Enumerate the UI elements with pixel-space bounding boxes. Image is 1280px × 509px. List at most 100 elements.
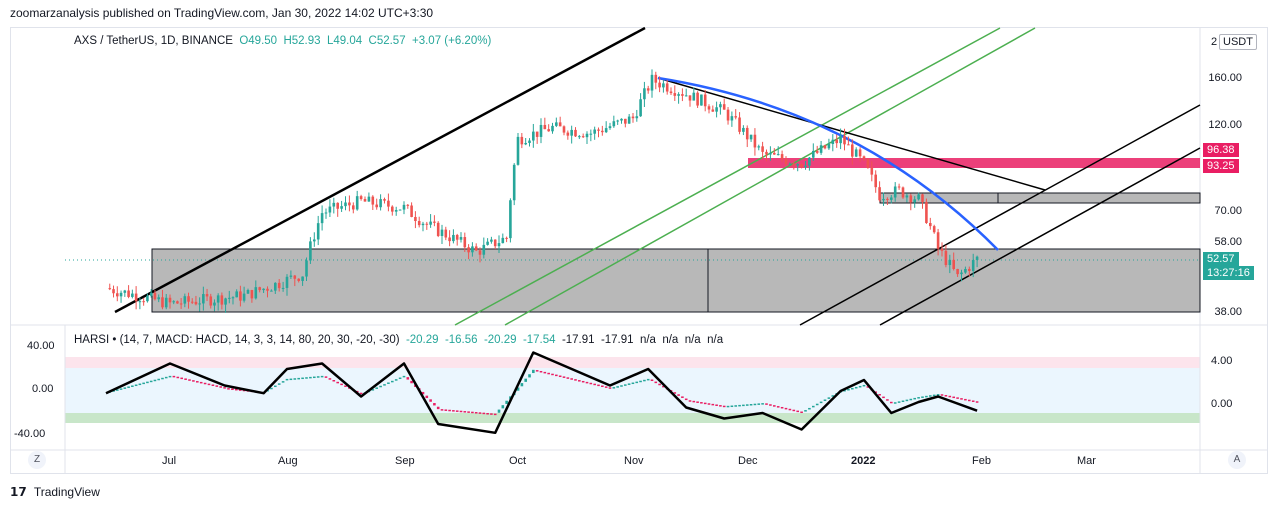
candle-body	[968, 268, 971, 271]
candle-body	[769, 152, 772, 155]
price-tick-160: 160.00	[1208, 72, 1242, 84]
candle-body	[516, 136, 520, 165]
harsi-bar	[757, 403, 761, 405]
candle-body	[773, 152, 776, 155]
candle-body	[213, 302, 216, 306]
harsi-bar	[730, 405, 734, 408]
candle-body	[932, 226, 936, 233]
candle-body	[153, 292, 157, 300]
harsi-bar	[410, 380, 413, 384]
candle-body	[808, 157, 811, 166]
harsi-bar	[551, 373, 554, 376]
symbol-legend: AXS / TetherUS, 1D, BINANCE O49.50 H52.9…	[74, 35, 491, 47]
harsi-bar	[127, 386, 130, 388]
indicator-name: HARSI	[74, 334, 110, 346]
time-tick-2022: 2022	[851, 455, 876, 467]
harsi-bar	[851, 387, 854, 390]
candle-body	[562, 126, 566, 133]
candle-body	[874, 174, 877, 188]
time-tick-oct: Oct	[509, 455, 527, 467]
harsi-bar	[707, 403, 711, 405]
harsi-bar	[960, 398, 963, 400]
candle-body	[745, 127, 749, 140]
candle-body	[925, 201, 928, 223]
harsi-bar	[223, 387, 226, 389]
candle-body	[866, 159, 870, 168]
candle-body	[281, 287, 285, 289]
harsi-bar	[738, 404, 741, 407]
candle-body	[227, 297, 231, 299]
candle-body	[650, 74, 654, 91]
harsi-bar	[677, 394, 680, 396]
candle-body	[266, 288, 269, 291]
candle-body	[597, 129, 600, 131]
harsi-bar	[119, 388, 123, 390]
currency-selector[interactable]: USDT	[1219, 34, 1257, 50]
candle-body	[956, 268, 959, 275]
candle-body	[574, 129, 577, 137]
candle-body	[578, 136, 581, 138]
harsi-bar	[153, 379, 157, 382]
harsi-bar	[936, 394, 940, 396]
harsi-bar	[574, 379, 577, 381]
candle-body	[379, 199, 382, 208]
chart-frame[interactable]	[10, 27, 1268, 474]
candle-body	[627, 116, 631, 124]
harsi-bar	[792, 409, 796, 412]
harsi-bar	[882, 396, 885, 399]
candle-body	[878, 187, 881, 201]
candle-body	[444, 229, 448, 238]
candle-body	[348, 202, 351, 206]
candle-body	[313, 239, 316, 242]
harsi-bar	[227, 388, 230, 390]
indicator-params: (14, 7, MACD: HACD, 14, 3, 3, 14, 80, 20…	[119, 334, 400, 346]
auto-scale-button[interactable]: A	[1228, 451, 1246, 469]
candle-body	[316, 223, 320, 240]
harsi-bar	[231, 388, 234, 391]
candle-body	[819, 145, 823, 153]
harsi-bar	[421, 391, 425, 395]
candle-body	[765, 151, 768, 155]
candle-body	[703, 94, 707, 107]
harsi-bar	[313, 376, 316, 379]
harsi-bar	[589, 382, 593, 385]
candle-body	[854, 149, 858, 157]
time-tick-jul: Jul	[162, 455, 177, 467]
harsi-bar	[394, 379, 398, 381]
harsi-bar	[379, 385, 382, 388]
indicator-legend: HARSI • (14, 7, MACD: HACD, 14, 3, 3, 14…	[74, 334, 724, 346]
candle-body	[340, 206, 343, 209]
harsi-bar	[796, 410, 799, 413]
candle-body	[847, 144, 850, 146]
candle-body	[532, 131, 535, 141]
candle-body	[905, 195, 909, 198]
candle-body	[398, 209, 402, 211]
price-tick-120: 120.00	[1208, 119, 1242, 131]
harsi-bar	[429, 399, 432, 402]
resistance-zone	[879, 192, 1201, 204]
candle-body	[161, 297, 164, 308]
harsi-bar	[459, 410, 463, 413]
candle-body	[501, 237, 505, 244]
harsi-bar	[696, 401, 699, 403]
zoom-reset-button[interactable]: Z	[28, 451, 46, 469]
candle-body	[246, 290, 250, 294]
candle-body	[394, 210, 398, 212]
harsi-bar	[823, 399, 827, 402]
candle-body	[123, 290, 127, 293]
harsi-bar	[800, 411, 803, 414]
harsi-bar	[478, 412, 482, 414]
candle-body	[524, 142, 527, 145]
harsi-bar	[277, 383, 281, 385]
harsi-bar	[703, 402, 707, 405]
candle-body	[936, 232, 940, 249]
indicator-value-1: -16.56	[444, 334, 478, 346]
legend-open: O49.50	[239, 35, 278, 47]
indicator-value-2: -20.29	[483, 334, 517, 346]
harsi-bar	[463, 411, 467, 413]
harsi-bar	[547, 372, 550, 375]
candle-body	[235, 291, 238, 298]
candle-body	[665, 83, 669, 92]
harsi-bar	[878, 394, 881, 396]
